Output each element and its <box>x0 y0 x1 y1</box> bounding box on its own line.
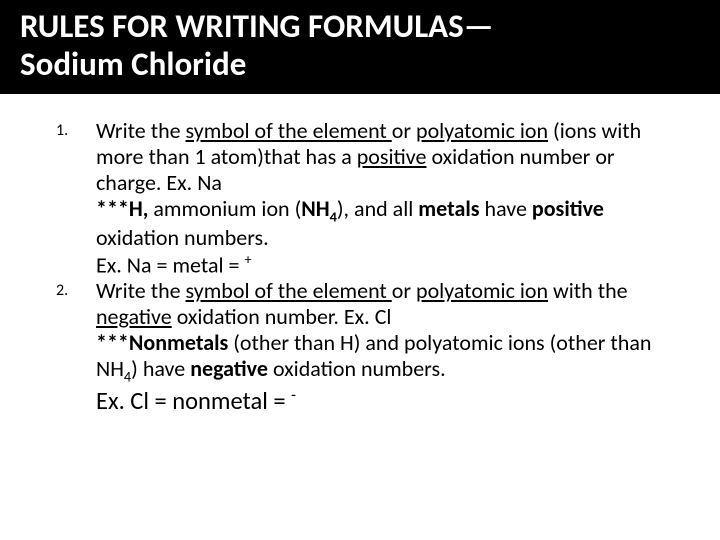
text: oxidation number. Ex. Cl <box>172 303 392 330</box>
text-underline: positive <box>357 143 427 170</box>
superscript: - <box>291 386 296 405</box>
text: with the <box>548 277 628 304</box>
text-underline: polyatomic ion <box>416 117 548 144</box>
list-body: Write the symbol of the element or polya… <box>96 278 664 416</box>
list-item: 2. Write the symbol of the element or po… <box>56 278 664 416</box>
text: or <box>392 117 416 144</box>
text-underline: symbol of the element <box>186 277 392 304</box>
text-bold: NH <box>301 195 329 222</box>
text: or <box>392 277 416 304</box>
text-bold: metals <box>418 195 479 222</box>
text-underline: negative <box>96 303 172 330</box>
text-bold: ***Nonmetals <box>96 329 228 356</box>
text: have <box>480 195 532 222</box>
title-line-2: Sodium Chloride <box>20 44 246 84</box>
text: Ex. Cl = nonmetal = <box>96 386 291 416</box>
text: ), and all <box>337 195 418 222</box>
text-bold: positive <box>532 195 604 222</box>
text-underline: symbol of the element <box>186 117 392 144</box>
list-body: Write the symbol of the element or polya… <box>96 118 664 278</box>
text-underline: polyatomic ion <box>416 277 548 304</box>
subscript: 4 <box>330 207 337 225</box>
text-bold: negative <box>190 355 268 382</box>
list-number: 1. <box>56 118 96 278</box>
text: oxidation numbers. <box>268 355 446 382</box>
text: Write the <box>96 117 186 144</box>
text: Ex. Na = metal = <box>96 251 244 278</box>
text: Write the <box>96 277 186 304</box>
slide-content: 1. Write the symbol of the element or po… <box>0 94 720 417</box>
list-item: 1. Write the symbol of the element or po… <box>56 118 664 278</box>
text: ) have <box>131 355 190 382</box>
title-line-1: RULES FOR WRITING FORMULAS— <box>20 6 494 46</box>
slide-title: RULES FOR WRITING FORMULAS— Sodium Chlor… <box>0 0 720 94</box>
example-final: Ex. Cl = nonmetal = - <box>96 387 664 416</box>
text: oxidation numbers. <box>96 224 269 251</box>
list-number: 2. <box>56 278 96 416</box>
text-bold: ***H, <box>96 195 148 222</box>
text: ammonium ion ( <box>148 195 301 222</box>
superscript: + <box>244 250 251 268</box>
